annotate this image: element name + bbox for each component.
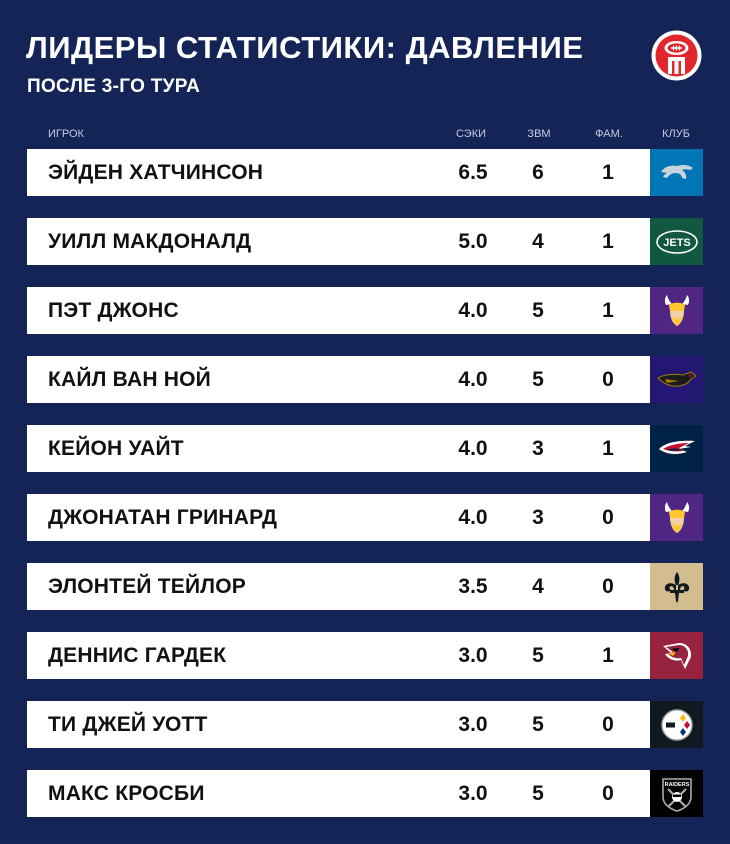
pressure-value: 5 xyxy=(532,299,544,322)
header-pressure: ЗВМ xyxy=(527,128,551,140)
fumbles-value: 1 xyxy=(602,161,614,184)
sacks-value: 6.5 xyxy=(458,161,488,184)
sacks-value: 3.5 xyxy=(458,575,488,598)
fumbles-value: 1 xyxy=(602,230,614,253)
steelers-logo-icon xyxy=(650,701,703,748)
ravens-logo-icon xyxy=(650,356,703,403)
page-title: ЛИДЕРЫ СТАТИСТИКИ: ДАВЛЕНИЕ xyxy=(26,30,584,65)
pressure-value: 5 xyxy=(532,644,544,667)
jets-logo-icon: JETS xyxy=(650,218,703,265)
sacks-value: 4.0 xyxy=(458,437,488,460)
player-name: КЕЙОН УАЙТ xyxy=(48,437,184,460)
fumbles-value: 0 xyxy=(602,782,614,805)
fumbles-value: 0 xyxy=(602,506,614,529)
table-row: ТИ ДЖЕЙ УОТТ 3.0 5 0 xyxy=(27,701,703,748)
sacks-value: 3.0 xyxy=(458,782,488,805)
pressure-value: 5 xyxy=(532,782,544,805)
football-logo-icon xyxy=(651,30,702,81)
lions-logo-icon xyxy=(650,149,703,196)
fumbles-value: 1 xyxy=(602,299,614,322)
player-name: МАКС КРОСБИ xyxy=(48,782,205,805)
sacks-value: 4.0 xyxy=(458,506,488,529)
pressure-value: 3 xyxy=(532,437,544,460)
pressure-value: 5 xyxy=(532,368,544,391)
sacks-value: 4.0 xyxy=(458,299,488,322)
page-subtitle: ПОСЛЕ 3-ГО ТУРА xyxy=(27,76,201,97)
vikings-logo-icon xyxy=(650,287,703,334)
header-sacks: СЭКИ xyxy=(455,128,487,140)
table-row: ДЕННИС ГАРДЕК 3.0 5 1 xyxy=(27,632,703,679)
cardinals-logo-icon xyxy=(650,632,703,679)
pressure-value: 4 xyxy=(532,230,544,253)
pressure-value: 4 xyxy=(532,575,544,598)
player-name: ПЭТ ДЖОНС xyxy=(48,299,179,322)
fumbles-value: 1 xyxy=(602,644,614,667)
fumbles-value: 1 xyxy=(602,437,614,460)
header-fumbles: ФАМ. xyxy=(595,128,623,140)
jets-logo-text: JETS xyxy=(663,237,691,249)
table-row: КАЙЛ ВАН НОЙ 4.0 5 0 xyxy=(27,356,703,403)
sacks-value: 4.0 xyxy=(458,368,488,391)
raiders-logo-icon: RAIDERS xyxy=(650,770,703,817)
sacks-value: 3.0 xyxy=(458,713,488,736)
player-name: ЭЙДЕН ХАТЧИНСОН xyxy=(48,161,264,184)
player-name: ТИ ДЖЕЙ УОТТ xyxy=(48,713,208,736)
player-name: ЭЛОНТЕЙ ТЕЙЛОР xyxy=(48,575,246,598)
fumbles-value: 0 xyxy=(602,713,614,736)
player-name: УИЛЛ МАКДОНАЛД xyxy=(48,230,252,253)
table-row: ЭЛОНТЕЙ ТЕЙЛОР 3.5 4 0 xyxy=(27,563,703,610)
table-row: ПЭТ ДЖОНС 4.0 5 1 xyxy=(27,287,703,334)
fumbles-value: 0 xyxy=(602,575,614,598)
player-name: ДЖОНАТАН ГРИНАРД xyxy=(48,506,278,529)
pressure-value: 6 xyxy=(532,161,544,184)
table-row: УИЛЛ МАКДОНАЛД 5.0 4 1 JETS xyxy=(27,218,703,265)
sacks-value: 5.0 xyxy=(458,230,488,253)
header-club: КЛУБ xyxy=(662,128,690,140)
player-name: ДЕННИС ГАРДЕК xyxy=(48,644,227,667)
table-row: КЕЙОН УАЙТ 4.0 3 1 xyxy=(27,425,703,472)
header-player: ИГРОК xyxy=(48,128,84,140)
pressure-value: 5 xyxy=(532,713,544,736)
sacks-value: 3.0 xyxy=(458,644,488,667)
pressure-value: 3 xyxy=(532,506,544,529)
player-name: КАЙЛ ВАН НОЙ xyxy=(48,368,211,391)
raiders-logo-text: RAIDERS xyxy=(664,782,689,788)
table-row: МАКС КРОСБИ 3.0 5 0 RAIDERS xyxy=(27,770,703,817)
patriots-logo-icon xyxy=(650,425,703,472)
table-row: ДЖОНАТАН ГРИНАРД 4.0 3 0 xyxy=(27,494,703,541)
vikings-logo-icon xyxy=(650,494,703,541)
saints-logo-icon xyxy=(650,563,703,610)
column-headers: ИГРОК СЭКИ ЗВМ ФАМ. КЛУБ xyxy=(0,128,730,142)
table-row: ЭЙДЕН ХАТЧИНСОН 6.5 6 1 xyxy=(27,149,703,196)
fumbles-value: 0 xyxy=(602,368,614,391)
